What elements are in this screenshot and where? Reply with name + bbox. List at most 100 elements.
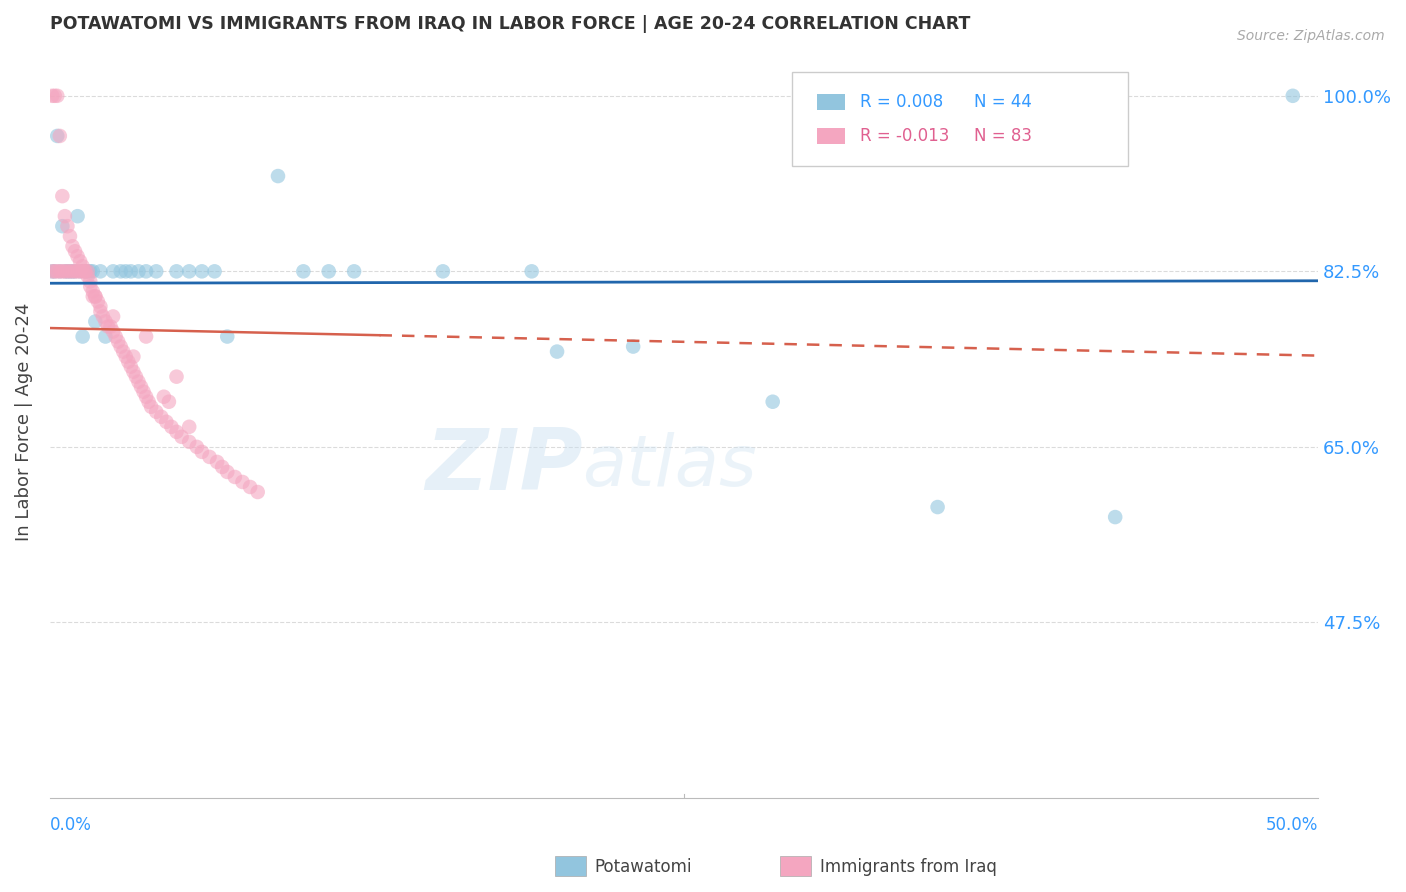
Point: [762, 394, 785, 409]
Point: [49, 264, 72, 278]
Point: [72, 260, 94, 274]
Point: [53, 264, 76, 278]
Text: R = -0.013: R = -0.013: [860, 127, 949, 145]
Point: [62, 264, 84, 278]
Point: [318, 264, 340, 278]
Point: [94, 314, 117, 328]
Point: [66, 249, 89, 263]
Point: [82, 264, 104, 278]
FancyBboxPatch shape: [817, 128, 845, 145]
Text: R = 0.008: R = 0.008: [860, 93, 943, 112]
Point: [1281, 88, 1303, 103]
Point: [41, 88, 63, 103]
Point: [56, 264, 79, 278]
Point: [59, 229, 82, 244]
Point: [179, 434, 201, 449]
Point: [432, 264, 454, 278]
Point: [94, 329, 117, 343]
Point: [63, 264, 86, 278]
Point: [49, 264, 72, 278]
Point: [84, 289, 107, 303]
Point: [49, 128, 72, 143]
Point: [198, 450, 221, 464]
Point: [107, 334, 129, 349]
Text: N = 83: N = 83: [974, 127, 1032, 145]
Point: [82, 289, 104, 303]
Point: [72, 329, 94, 343]
Point: [127, 375, 149, 389]
Text: POTAWATOMI VS IMMIGRANTS FROM IRAQ IN LABOR FORCE | AGE 20-24 CORRELATION CHART: POTAWATOMI VS IMMIGRANTS FROM IRAQ IN LA…: [49, 15, 970, 33]
Y-axis label: In Labor Force | Age 20-24: In Labor Force | Age 20-24: [15, 302, 32, 541]
Point: [41, 264, 63, 278]
Text: 50.0%: 50.0%: [1265, 816, 1319, 834]
Point: [138, 394, 160, 409]
Point: [112, 344, 135, 359]
Point: [56, 264, 79, 278]
Point: [150, 409, 173, 424]
Point: [63, 264, 86, 278]
Point: [110, 264, 132, 278]
Point: [104, 329, 127, 343]
Point: [69, 254, 91, 268]
Point: [89, 300, 111, 314]
Text: ZIP: ZIP: [425, 425, 582, 508]
Point: [87, 294, 110, 309]
Point: [44, 264, 66, 278]
Point: [211, 459, 233, 474]
Point: [101, 325, 124, 339]
Point: [160, 419, 183, 434]
Point: [267, 169, 290, 183]
Point: [53, 264, 76, 278]
Point: [59, 264, 82, 278]
Point: [125, 369, 148, 384]
Point: [69, 264, 91, 278]
Point: [79, 274, 101, 288]
Point: [135, 329, 157, 343]
FancyBboxPatch shape: [817, 94, 845, 111]
Point: [135, 264, 157, 278]
Point: [91, 310, 114, 324]
Point: [84, 289, 107, 303]
Point: [62, 264, 84, 278]
Point: [53, 209, 76, 223]
Point: [89, 264, 111, 278]
Point: [139, 400, 162, 414]
Point: [66, 209, 89, 223]
FancyBboxPatch shape: [792, 72, 1128, 166]
Point: [82, 285, 104, 299]
Point: [166, 264, 188, 278]
Point: [51, 264, 73, 278]
Point: [44, 88, 66, 103]
Point: [129, 380, 152, 394]
Point: [46, 88, 69, 103]
Point: [179, 419, 201, 434]
Text: Source: ZipAtlas.com: Source: ZipAtlas.com: [1237, 29, 1385, 44]
Point: [100, 319, 122, 334]
Point: [101, 310, 124, 324]
Point: [51, 189, 73, 203]
Point: [1104, 510, 1126, 524]
Point: [153, 390, 176, 404]
Point: [56, 219, 79, 234]
Point: [75, 264, 97, 278]
Point: [217, 465, 239, 479]
Point: [76, 264, 98, 278]
Point: [110, 340, 132, 354]
Point: [231, 475, 253, 489]
Point: [62, 239, 84, 253]
Point: [145, 405, 167, 419]
Point: [343, 264, 366, 278]
Point: [170, 430, 193, 444]
Point: [132, 384, 155, 399]
Point: [166, 369, 188, 384]
Point: [122, 350, 145, 364]
Point: [191, 264, 214, 278]
Point: [41, 264, 63, 278]
Point: [44, 264, 66, 278]
Text: Potawatomi: Potawatomi: [595, 858, 692, 876]
Text: N = 44: N = 44: [974, 93, 1032, 112]
Point: [127, 264, 149, 278]
Point: [114, 350, 136, 364]
Point: [114, 264, 136, 278]
Point: [157, 394, 180, 409]
